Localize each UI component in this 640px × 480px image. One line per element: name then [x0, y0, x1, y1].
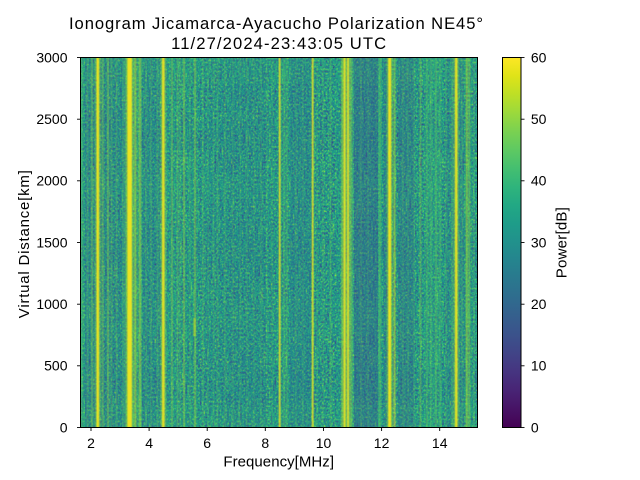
svg-text:2: 2 — [87, 435, 95, 451]
svg-text:500: 500 — [44, 358, 68, 374]
svg-text:4: 4 — [145, 435, 153, 451]
svg-text:11/27/2024-23:43:05 UTC: 11/27/2024-23:43:05 UTC — [171, 34, 386, 53]
svg-text:20: 20 — [531, 296, 547, 312]
svg-text:1000: 1000 — [36, 296, 67, 312]
svg-text:50: 50 — [531, 111, 547, 127]
svg-text:8: 8 — [261, 435, 269, 451]
svg-text:1500: 1500 — [36, 234, 67, 250]
svg-text:10: 10 — [531, 358, 547, 374]
svg-text:0: 0 — [531, 419, 539, 435]
svg-text:60: 60 — [531, 49, 547, 65]
svg-text:Ionogram Jicamarca-Ayacucho Po: Ionogram Jicamarca-Ayacucho Polarization… — [69, 14, 483, 33]
svg-text:Virtual Distance[km]: Virtual Distance[km] — [16, 170, 33, 318]
svg-text:40: 40 — [531, 173, 547, 189]
svg-text:2000: 2000 — [36, 173, 67, 189]
svg-text:6: 6 — [203, 435, 211, 451]
svg-text:30: 30 — [531, 234, 547, 250]
svg-text:Frequency[MHz]: Frequency[MHz] — [223, 454, 334, 471]
svg-text:12: 12 — [374, 435, 390, 451]
svg-text:0: 0 — [60, 419, 68, 435]
svg-text:3000: 3000 — [36, 49, 67, 65]
svg-text:2500: 2500 — [36, 111, 67, 127]
svg-text:14: 14 — [432, 435, 448, 451]
svg-text:Power[dB]: Power[dB] — [554, 207, 571, 278]
svg-text:10: 10 — [316, 435, 332, 451]
